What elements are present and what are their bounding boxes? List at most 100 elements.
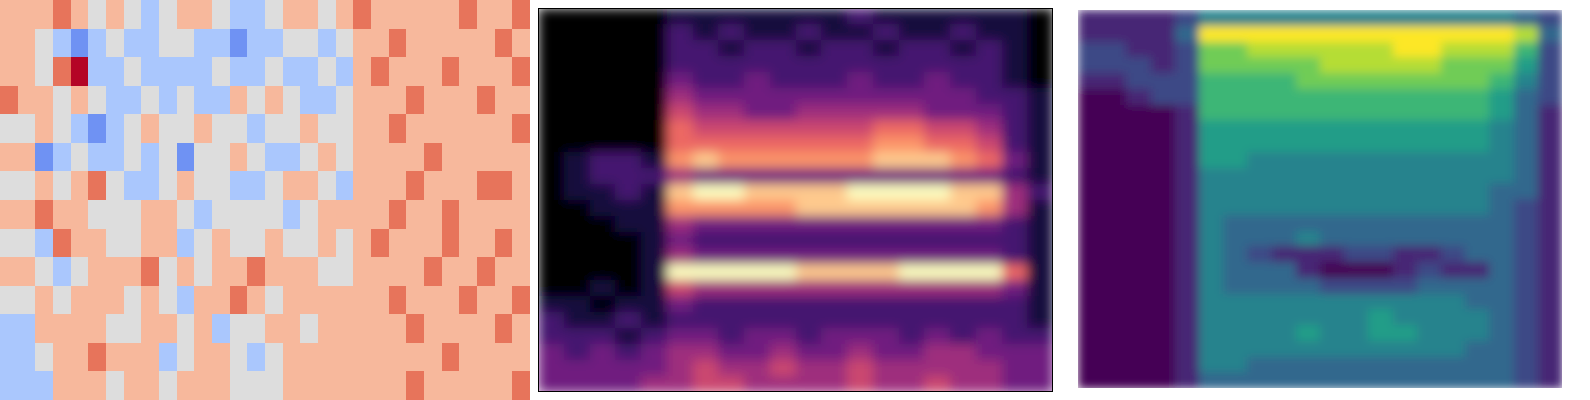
heatmap-cell: [124, 343, 142, 372]
heatmap-cell: [667, 264, 693, 281]
heatmap-cell: [1223, 10, 1248, 26]
heatmap-cell: [693, 136, 719, 153]
heatmap-cell: [1538, 89, 1562, 105]
heatmap-cell: [1175, 231, 1200, 247]
heatmap-cell: [1272, 57, 1297, 73]
heatmap-cell: [950, 328, 976, 345]
heatmap-cell: [847, 56, 873, 73]
heatmap-cell: [159, 171, 177, 200]
heatmap-cell: [1002, 376, 1028, 392]
heatmap-cell: [1002, 56, 1028, 73]
heatmap-cell: [1199, 372, 1224, 388]
heatmap-cell: [177, 57, 195, 86]
heatmap-cell: [950, 168, 976, 185]
heatmap-cell: [1514, 10, 1539, 26]
heatmap-cell: [18, 0, 36, 29]
heatmap-cell: [1514, 42, 1539, 58]
heatmap-cell: [693, 248, 719, 265]
heatmap-cell: [1441, 10, 1466, 26]
heatmap-cell: [1223, 57, 1248, 73]
heatmap-cell: [106, 371, 124, 400]
heatmap-cell: [693, 360, 719, 377]
heatmap-cell: [18, 257, 36, 286]
heatmap-cell: [283, 200, 301, 229]
heatmap-cell: [1465, 26, 1490, 42]
heatmap-cell: [564, 8, 590, 25]
heatmap-cell: [283, 29, 301, 58]
heatmap-cell: [1223, 152, 1248, 168]
heatmap-cell: [1417, 73, 1442, 89]
heatmap-cell: [1126, 57, 1151, 73]
heatmap-cell: [512, 257, 530, 286]
heatmap-cell: [1027, 56, 1053, 73]
heatmap-cell: [1417, 341, 1442, 357]
heatmap-cell: [230, 114, 248, 143]
heatmap-cell: [371, 114, 389, 143]
heatmap-cell: [770, 104, 796, 121]
heatmap-cell: [1102, 199, 1127, 215]
heatmap-cell: [1368, 10, 1393, 26]
heatmap-cell: [424, 229, 442, 258]
heatmap-cell: [899, 344, 925, 361]
heatmap-cell: [1393, 294, 1418, 310]
heatmap-cell: [770, 56, 796, 73]
heatmap-cell: [1002, 328, 1028, 345]
heatmap-cell: [371, 286, 389, 315]
heatmap-cell: [1538, 105, 1562, 121]
heatmap-cell: [924, 344, 950, 361]
heatmap-cell: [35, 57, 53, 86]
heatmap-cell: [899, 248, 925, 265]
heatmap-cell: [512, 86, 530, 115]
heatmap-cell: [976, 264, 1002, 281]
heatmap-cell: [1151, 168, 1176, 184]
heatmap-cell: [124, 0, 142, 29]
heatmap-cell: [899, 216, 925, 233]
heatmap-cell: [667, 200, 693, 217]
heatmap-cell: [693, 216, 719, 233]
heatmap-cell: [1368, 57, 1393, 73]
heatmap-cell: [950, 88, 976, 105]
heatmap-cell: [88, 343, 106, 372]
heatmap-cell: [88, 86, 106, 115]
heatmap-cell: [796, 152, 822, 169]
heatmap-cell: [1417, 231, 1442, 247]
heatmap-cell: [847, 360, 873, 377]
heatmap-cell: [924, 56, 950, 73]
heatmap-cell: [693, 376, 719, 392]
heatmap-cell: [159, 0, 177, 29]
heatmap-cell: [667, 40, 693, 57]
heatmap-cell: [924, 104, 950, 121]
heatmap-cell: [564, 296, 590, 313]
heatmap-cell: [976, 56, 1002, 73]
heatmap-cell: [538, 152, 564, 169]
heatmap-cell: [1151, 325, 1176, 341]
heatmap-cell: [899, 72, 925, 89]
heatmap-cell: [641, 152, 667, 169]
heatmap-cell: [230, 343, 248, 372]
heatmap-cell: [371, 314, 389, 343]
figure: [0, 0, 1590, 400]
heatmap-cell: [247, 371, 265, 400]
heatmap-cell: [512, 29, 530, 58]
heatmap-cell: [564, 104, 590, 121]
heatmap-cell: [924, 184, 950, 201]
heatmap-cell: [1465, 246, 1490, 262]
heatmap-cell: [1102, 262, 1127, 278]
heatmap-cell: [1078, 325, 1103, 341]
heatmap-cell: [899, 136, 925, 153]
heatmap-cell: [1126, 294, 1151, 310]
heatmap-cell: [18, 229, 36, 258]
heatmap-cell: [1175, 120, 1200, 136]
heatmap-cell: [1223, 215, 1248, 231]
heatmap-cell: [424, 200, 442, 229]
heatmap-cell: [194, 343, 212, 372]
heatmap-cell: [1027, 376, 1053, 392]
heatmap-cell: [641, 56, 667, 73]
heatmap-cell: [538, 248, 564, 265]
heatmap-cell: [1175, 73, 1200, 89]
heatmap-cell: [88, 143, 106, 172]
heatmap-cell: [1538, 246, 1562, 262]
heatmap-cell: [283, 257, 301, 286]
heatmap-cell: [1465, 357, 1490, 373]
heatmap-cell: [477, 143, 495, 172]
